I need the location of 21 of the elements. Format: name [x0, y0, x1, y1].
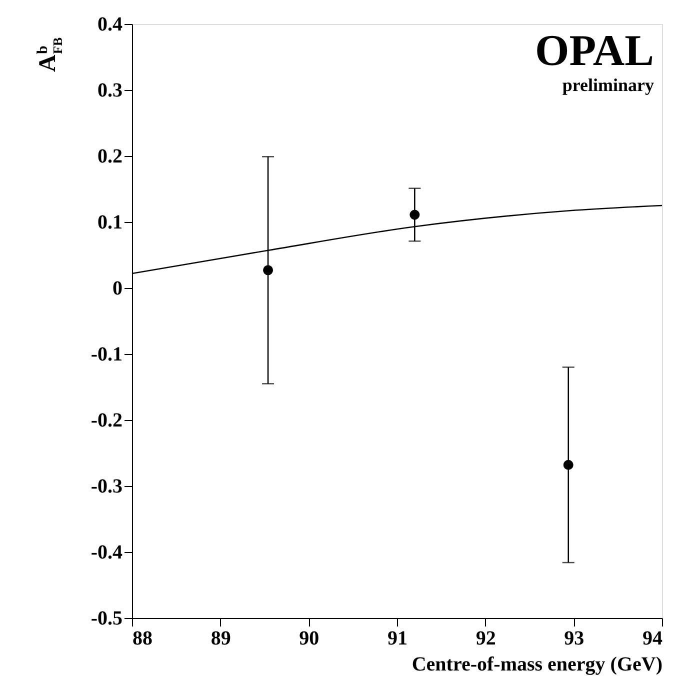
- x-tick-label: 92: [476, 628, 496, 650]
- y-tick-label: -0.5: [90, 608, 122, 630]
- y-tick-label: -0.2: [90, 410, 122, 432]
- y-tick-label: 0: [112, 278, 122, 300]
- annotation: preliminary: [562, 75, 654, 95]
- x-tick-label: 88: [132, 628, 152, 650]
- y-tick-label: -0.1: [90, 344, 122, 366]
- x-tick-label: 93: [564, 628, 584, 650]
- x-axis-title: Centre-of-mass energy (GeV): [412, 654, 662, 676]
- x-tick-label: 91: [388, 628, 408, 650]
- annotation: OPAL: [535, 26, 654, 75]
- y-tick-label: 0.2: [98, 146, 122, 168]
- y-axis-title: AbFB: [35, 37, 65, 72]
- y-tick-label: 0.1: [98, 212, 122, 234]
- x-tick-label: 94: [642, 628, 662, 650]
- x-tick-label: 90: [299, 628, 320, 650]
- x-tick-label: 89: [210, 628, 231, 650]
- y-tick-label: 0.3: [98, 80, 122, 102]
- y-tick-label: -0.4: [90, 542, 122, 564]
- y-tick-label: -0.3: [90, 476, 122, 498]
- y-tick-label: 0.4: [98, 14, 122, 36]
